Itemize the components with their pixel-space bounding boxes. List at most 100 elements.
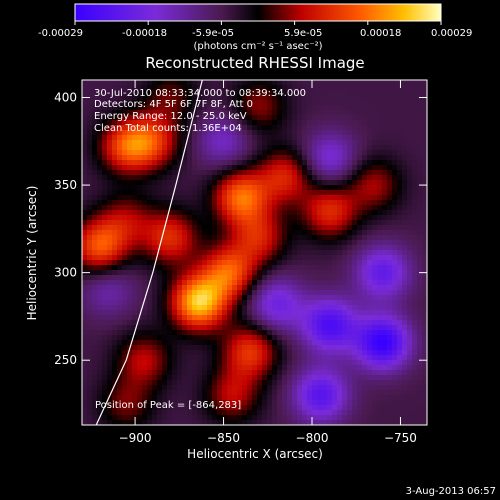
heatmap-cell	[212, 150, 218, 156]
heatmap-cell	[107, 155, 113, 161]
heatmap-cell	[142, 155, 148, 161]
heatmap-cell	[102, 280, 108, 286]
heatmap-cell	[207, 275, 213, 281]
heatmap-cell	[312, 215, 318, 221]
heatmap-cell	[327, 190, 333, 196]
x-tick-label: −800	[296, 431, 329, 445]
heatmap-cell	[297, 245, 303, 251]
heatmap-cell	[142, 270, 148, 276]
heatmap-cell	[362, 150, 368, 156]
heatmap-cell	[347, 315, 353, 321]
heatmap-cell	[422, 215, 427, 221]
heatmap-cell	[217, 375, 223, 381]
heatmap-cell	[357, 205, 363, 211]
heatmap-cell	[127, 145, 133, 151]
heatmap-cell	[207, 245, 213, 251]
heatmap-cell	[137, 90, 143, 96]
heatmap-cell	[377, 265, 383, 271]
heatmap-cell	[402, 295, 408, 301]
heatmap-cell	[412, 140, 418, 146]
heatmap-cell	[377, 120, 383, 126]
heatmap-cell	[242, 375, 248, 381]
heatmap-cell	[97, 405, 103, 411]
heatmap-cell	[97, 190, 103, 196]
heatmap-cell	[222, 80, 228, 86]
heatmap-cell	[382, 170, 388, 176]
heatmap-cell	[202, 340, 208, 346]
heatmap-cell	[87, 230, 93, 236]
heatmap-cell	[297, 180, 303, 186]
heatmap-cell	[187, 385, 193, 391]
heatmap-cell	[342, 200, 348, 206]
heatmap-cell	[337, 345, 343, 351]
heatmap-cell	[332, 295, 338, 301]
heatmap-cell	[317, 215, 323, 221]
heatmap-cell	[217, 165, 223, 171]
heatmap-cell	[342, 185, 348, 191]
heatmap-cell	[202, 95, 208, 101]
heatmap-cell	[112, 115, 118, 121]
heatmap-cell	[417, 335, 423, 341]
heatmap-cell	[107, 240, 113, 246]
heatmap-cell	[297, 100, 303, 106]
heatmap-cell	[262, 345, 268, 351]
heatmap-cell	[317, 200, 323, 206]
heatmap-cell	[167, 115, 173, 121]
heatmap-cell	[127, 235, 133, 241]
heatmap-cell	[372, 120, 378, 126]
heatmap-cell	[207, 140, 213, 146]
heatmap-cell	[92, 290, 98, 296]
heatmap-cell	[107, 185, 113, 191]
heatmap-cell	[157, 100, 163, 106]
heatmap-cell	[187, 250, 193, 256]
heatmap-cell	[317, 175, 323, 181]
heatmap-cell	[182, 320, 188, 326]
heatmap-cell	[167, 130, 173, 136]
heatmap-cell	[327, 210, 333, 216]
heatmap-cell	[162, 355, 168, 361]
heatmap-cell	[302, 115, 308, 121]
heatmap-cell	[187, 140, 193, 146]
heatmap-cell	[177, 100, 183, 106]
heatmap-cell	[382, 180, 388, 186]
heatmap-cell	[362, 395, 368, 401]
heatmap-cell	[107, 275, 113, 281]
heatmap-cell	[207, 305, 213, 311]
heatmap-cell	[262, 120, 268, 126]
heatmap-cell	[272, 370, 278, 376]
heatmap-cell	[312, 370, 318, 376]
heatmap-cell	[292, 355, 298, 361]
heatmap-cell	[372, 420, 378, 425]
heatmap-cell	[207, 105, 213, 111]
heatmap-cell	[412, 290, 418, 296]
heatmap-cell	[282, 415, 288, 421]
heatmap-cell	[317, 320, 323, 326]
heatmap-cell	[357, 325, 363, 331]
heatmap-cell	[172, 320, 178, 326]
heatmap-cell	[337, 140, 343, 146]
heatmap-cell	[142, 365, 148, 371]
heatmap-cell	[397, 280, 403, 286]
heatmap-cell	[147, 115, 153, 121]
heatmap-cell	[322, 180, 328, 186]
heatmap-cell	[327, 320, 333, 326]
heatmap-cell	[117, 205, 123, 211]
heatmap-cell	[332, 420, 338, 425]
heatmap-cell	[357, 80, 363, 86]
heatmap-cell	[247, 260, 253, 266]
heatmap-cell	[167, 330, 173, 336]
heatmap-cell	[157, 305, 163, 311]
heatmap-cell	[182, 135, 188, 141]
heatmap-cell	[187, 360, 193, 366]
heatmap-cell	[337, 310, 343, 316]
heatmap-cell	[252, 145, 258, 151]
heatmap-cell	[322, 240, 328, 246]
heatmap-cell	[217, 145, 223, 151]
heatmap-cell	[402, 290, 408, 296]
heatmap-cell	[157, 420, 163, 425]
heatmap-cell	[137, 225, 143, 231]
heatmap-cell	[172, 360, 178, 366]
heatmap-cell	[132, 375, 138, 381]
heatmap-cell	[327, 145, 333, 151]
heatmap-cell	[337, 215, 343, 221]
